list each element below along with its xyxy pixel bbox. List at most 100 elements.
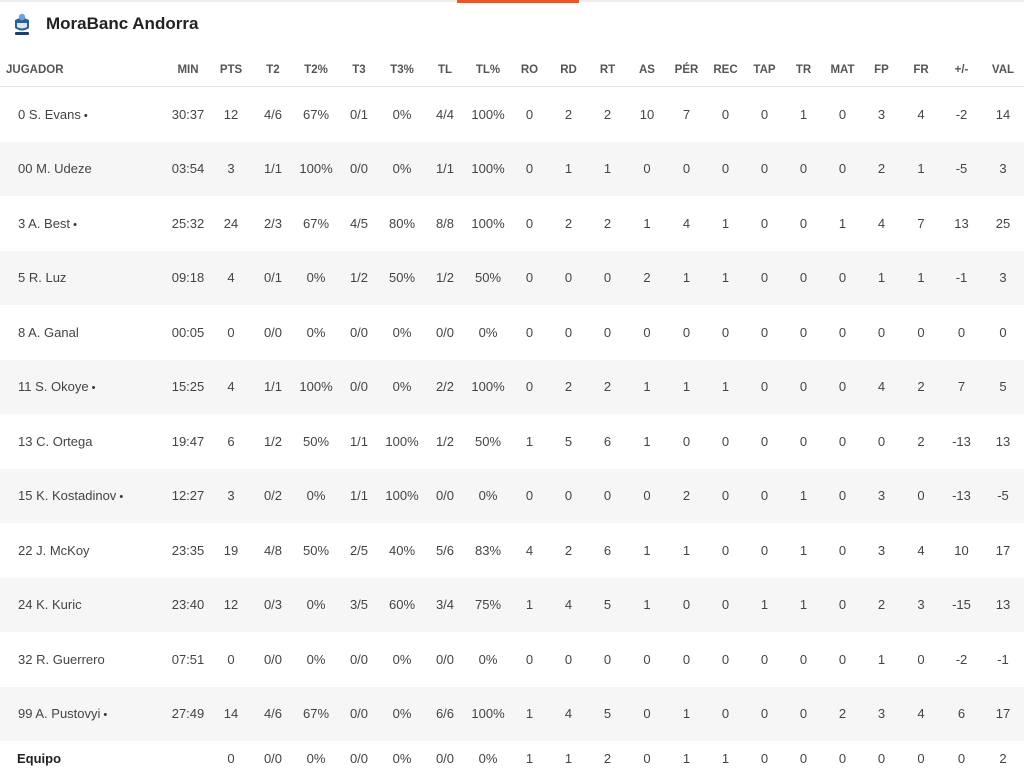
player-name-link[interactable]: K. Kuric — [36, 597, 82, 613]
stat-cell-t3-pct: 100% — [380, 468, 424, 523]
stat-cell-t2: 0/0 — [263, 651, 283, 667]
team-stat-cell-fp: 0 — [877, 750, 886, 766]
stat-cell-tl: 1/2 — [435, 433, 455, 449]
column-header-val[interactable]: VAL — [982, 53, 1024, 87]
stat-cell-tr: 0 — [799, 433, 808, 449]
stat-cell-mat: 0 — [838, 324, 847, 340]
column-header-t3[interactable]: T3 — [338, 53, 380, 87]
stat-cell-pr: 2 — [667, 468, 706, 523]
table-header-row: JUGADOR MIN PTS T2 T2% T3 T3% TL TL% RO RD RT AS PÉR R… — [0, 53, 1024, 87]
column-header-pts[interactable]: PTS — [210, 53, 252, 87]
stat-cell-as: 1 — [643, 433, 651, 449]
column-header-pr[interactable]: PÉR — [667, 53, 706, 87]
stat-cell-tap: 0 — [760, 324, 769, 340]
player-name-link[interactable]: M. Udeze — [36, 161, 92, 177]
stat-cell-rd: 4 — [549, 686, 588, 741]
stat-cell-min: 00:05 — [171, 324, 205, 340]
column-header-t2-pct[interactable]: T2% — [294, 53, 338, 87]
column-header-tl[interactable]: TL — [424, 53, 466, 87]
player-name-link[interactable]: K. Kostadinov — [36, 488, 117, 504]
stat-cell-t2-pct: 0% — [306, 651, 326, 667]
stat-cell-ro: 0 — [510, 250, 549, 305]
player-name-link[interactable]: S. Evans — [28, 106, 81, 122]
stat-cell-fp: 1 — [862, 250, 901, 305]
stat-cell-rd: 0 — [564, 324, 573, 340]
player-name-link[interactable]: C. Ortega — [36, 433, 93, 449]
column-header-t2[interactable]: T2 — [252, 53, 294, 87]
table-row: 15 K. Kostadinov • 12:27 3 0/2 0% 1/1 100% 0/0 0%… — [0, 468, 1024, 523]
column-header-plus-minus[interactable]: +/- — [941, 53, 982, 87]
column-header-ro[interactable]: RO — [510, 53, 549, 87]
stat-cell-tl: 6/6 — [424, 686, 466, 741]
stat-cell-pts: 12 — [210, 577, 252, 632]
stat-cell-t2-pct: 0% — [294, 577, 338, 632]
stat-cell-plus-minus: 0 — [957, 324, 966, 340]
table-row: 11 S. Okoye • 15:25 4 1/1 100% 0/0 0% 2/2 100% 0 2 2… — [0, 359, 1024, 414]
stat-cell-val: 13 — [995, 433, 1011, 449]
stat-cell-pts: 14 — [210, 686, 252, 741]
stat-cell-pts: 4 — [210, 250, 252, 305]
stat-cell-t3-pct: 0% — [392, 651, 412, 667]
column-header-tl-pct[interactable]: TL% — [466, 53, 510, 87]
column-header-rd[interactable]: RD — [549, 53, 588, 87]
column-header-fp[interactable]: FP — [862, 53, 901, 87]
stat-cell-ro: 0 — [510, 468, 549, 523]
column-header-fr[interactable]: FR — [901, 53, 941, 87]
stat-cell-rd: 2 — [549, 359, 588, 414]
stat-cell-fp: 2 — [862, 141, 901, 196]
column-header-rec[interactable]: REC — [706, 53, 745, 87]
stat-cell-pr: 1 — [667, 359, 706, 414]
stat-cell-tr: 0 — [799, 651, 808, 667]
stat-cell-pr: 0 — [682, 433, 691, 449]
stat-cell-t3: 2/5 — [349, 542, 369, 558]
stat-cell-tl: 0/0 — [424, 468, 466, 523]
column-header-t3-pct[interactable]: T3% — [380, 53, 424, 87]
team-header: MoraBanc Andorra — [12, 10, 198, 38]
column-header-tap[interactable]: TAP — [745, 53, 784, 87]
stat-cell-rt: 5 — [588, 577, 627, 632]
player-name-link[interactable]: S. Okoye — [35, 379, 89, 395]
stat-cell-mat: 0 — [838, 106, 847, 122]
player-name-link[interactable]: R. Luz — [28, 270, 67, 286]
stat-cell-pr: 1 — [682, 542, 691, 558]
stat-cell-pr: 0 — [682, 324, 691, 340]
column-header-mat[interactable]: MAT — [823, 53, 862, 87]
team-stat-cell-pr: 1 — [682, 750, 691, 766]
stat-cell-t3: 1/1 — [349, 433, 369, 449]
stat-cell-plus-minus: -5 — [941, 141, 982, 196]
stat-cell-t2-pct: 0% — [294, 250, 338, 305]
team-stat-cell-tl: 0/0 — [435, 750, 455, 766]
stat-cell-rt: 2 — [603, 106, 612, 122]
stat-cell-pts: 12 — [223, 106, 239, 122]
column-header-jugador[interactable]: JUGADOR — [0, 53, 166, 87]
stat-cell-val: 14 — [995, 106, 1011, 122]
column-header-rt[interactable]: RT — [588, 53, 627, 87]
stat-cell-tl-pct: 75% — [466, 577, 510, 632]
player-name-link[interactable]: A. Best — [28, 215, 71, 231]
stat-cell-as: 0 — [627, 468, 667, 523]
player-number: 8 — [18, 324, 26, 340]
stat-cell-val: -1 — [997, 651, 1009, 667]
stat-cell-pr: 0 — [682, 651, 691, 667]
starter-indicator: • — [83, 109, 88, 122]
player-name-link[interactable]: A. Pustovyi — [35, 706, 101, 722]
column-header-tr[interactable]: TR — [784, 53, 823, 87]
player-name-link[interactable]: R. Guerrero — [36, 651, 105, 667]
stat-cell-tr: 1 — [784, 468, 823, 523]
player-name-link[interactable]: A. Ganal — [28, 324, 79, 340]
stat-cell-as: 0 — [643, 324, 651, 340]
table-row: 00 M. Udeze 03:54 3 1/1 100% 0/0 0% 1/1 100% 0 1 1 0… — [0, 141, 1024, 196]
player-name-link[interactable]: J. McKoy — [36, 542, 90, 558]
column-header-as[interactable]: AS — [627, 53, 667, 87]
stat-cell-rec: 0 — [706, 468, 745, 523]
stat-cell-plus-minus: -15 — [941, 577, 982, 632]
stat-cell-as: 10 — [639, 106, 655, 122]
player-number: 11 — [18, 379, 32, 395]
column-header-min[interactable]: MIN — [166, 53, 210, 87]
stat-cell-t2: 4/8 — [263, 542, 283, 558]
stat-cell-tl: 3/4 — [424, 577, 466, 632]
team-stat-cell-t2-pct: 0% — [306, 750, 326, 766]
stat-cell-t2-pct: 67% — [302, 215, 330, 231]
stat-cell-rt: 0 — [603, 324, 612, 340]
stat-cell-pr: 1 — [667, 250, 706, 305]
